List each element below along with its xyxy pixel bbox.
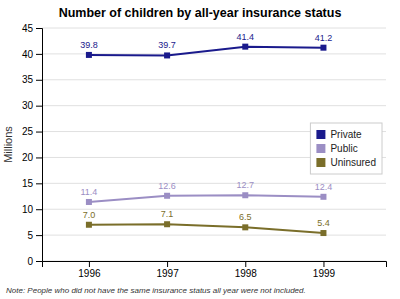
marker — [164, 52, 170, 58]
tick-label: 1999 — [313, 268, 336, 279]
tick: 0 — [27, 256, 42, 267]
data-label: 6.5 — [239, 212, 252, 222]
tick-label: 45 — [22, 23, 34, 34]
tick-mark — [36, 261, 42, 262]
legend-label: Public — [330, 143, 357, 154]
tick-mark — [245, 261, 246, 267]
tick-mark — [167, 261, 168, 267]
legend-item: Private — [316, 129, 362, 140]
tick: 35 — [22, 74, 42, 85]
tick: 1998 — [235, 261, 258, 279]
legend-item: Uninsured — [316, 157, 376, 168]
tick: 10 — [22, 204, 42, 215]
axis-line — [43, 262, 387, 268]
tick-mark — [36, 54, 42, 55]
grid-line — [42, 79, 386, 80]
marker — [242, 224, 248, 230]
tick-label: 1997 — [156, 268, 179, 279]
marker — [242, 44, 248, 50]
legend-item: Public — [316, 143, 357, 154]
marker — [86, 222, 92, 228]
tick-label: 1998 — [235, 268, 258, 279]
tick-mark — [36, 80, 42, 81]
data-label: 41.4 — [237, 32, 255, 42]
tick-label: 20 — [22, 152, 34, 163]
chart: 199619971998199905101520253035404539.839… — [0, 0, 400, 299]
tick: 45 — [22, 23, 42, 34]
data-label: 5.4 — [317, 218, 330, 228]
tick-mark — [36, 106, 42, 107]
tick-mark — [89, 261, 90, 267]
axis-line — [36, 29, 43, 262]
legend-swatch — [316, 144, 325, 153]
tick-label: 35 — [22, 74, 34, 85]
tick-label: 40 — [22, 49, 34, 60]
tick: 25 — [22, 126, 42, 137]
tick-label: 15 — [22, 178, 34, 189]
grid-line — [42, 183, 386, 184]
data-label: 12.4 — [315, 182, 333, 192]
legend-swatch — [316, 158, 325, 167]
marker — [164, 221, 170, 227]
tick-mark — [36, 132, 42, 133]
marker — [320, 230, 326, 236]
tick-mark — [323, 261, 324, 267]
legend-swatch — [316, 130, 325, 139]
data-label: 39.7 — [158, 40, 176, 50]
grid-line — [42, 28, 386, 29]
marker — [320, 45, 326, 51]
data-label: 11.4 — [80, 187, 97, 197]
grid — [42, 28, 386, 261]
annotation: Note: People who did not have the same i… — [6, 286, 306, 295]
tick-mark — [36, 28, 42, 29]
tick-label: 1996 — [78, 268, 101, 279]
marker — [320, 194, 326, 200]
marks — [86, 44, 327, 236]
tick: 40 — [22, 49, 42, 60]
data-labels: 39.8 39.7 41.4 41.2 11.4 12.6 12.7 12.4 7.0 7.1 6.… — [80, 32, 332, 228]
tick: 5 — [27, 230, 42, 241]
data-label: 12.6 — [158, 181, 176, 191]
marker — [242, 192, 248, 198]
y-axis-label: Millions — [2, 126, 14, 163]
title: Number of children by all-year insurance… — [59, 6, 342, 20]
tick-label: 5 — [27, 230, 33, 241]
tick: 1997 — [156, 261, 179, 279]
legend-frame — [310, 123, 382, 174]
marker — [86, 199, 92, 205]
tick: 20 — [22, 152, 42, 163]
grid-line — [42, 235, 386, 236]
series-line — [89, 195, 324, 202]
data-label: 39.8 — [80, 40, 98, 50]
tick: 1999 — [313, 261, 336, 279]
tick-label: 25 — [22, 126, 34, 137]
tick-label: 30 — [22, 100, 34, 111]
plot-area: 199619971998199905101520253035404539.839… — [22, 23, 387, 279]
legend-label: Private — [330, 129, 362, 140]
tick: 15 — [22, 178, 42, 189]
x-axis: 1996 1997 1998 1999 — [43, 261, 387, 279]
legend-label: Uninsured — [330, 157, 376, 168]
tick-label: 0 — [27, 256, 33, 267]
tick-label: 10 — [22, 204, 34, 215]
legend: Private Public Uninsured — [310, 123, 382, 174]
tick-mark — [36, 209, 42, 210]
tick-mark — [36, 157, 42, 158]
grid-line — [42, 105, 386, 106]
tick-mark — [36, 183, 42, 184]
marker — [86, 52, 92, 58]
series-line — [89, 224, 324, 233]
data-label: 7.0 — [83, 210, 96, 220]
data-label: 12.7 — [237, 180, 255, 190]
series-line — [89, 47, 324, 56]
tick: 1996 — [78, 261, 101, 279]
tick: 30 — [22, 100, 42, 111]
data-label: 41.2 — [315, 33, 333, 43]
tick-mark — [36, 235, 42, 236]
marker — [164, 193, 170, 199]
y-axis: 0 5 10 15 20 25 30 35 40 45 — [22, 23, 43, 267]
data-label: 7.1 — [161, 209, 174, 219]
